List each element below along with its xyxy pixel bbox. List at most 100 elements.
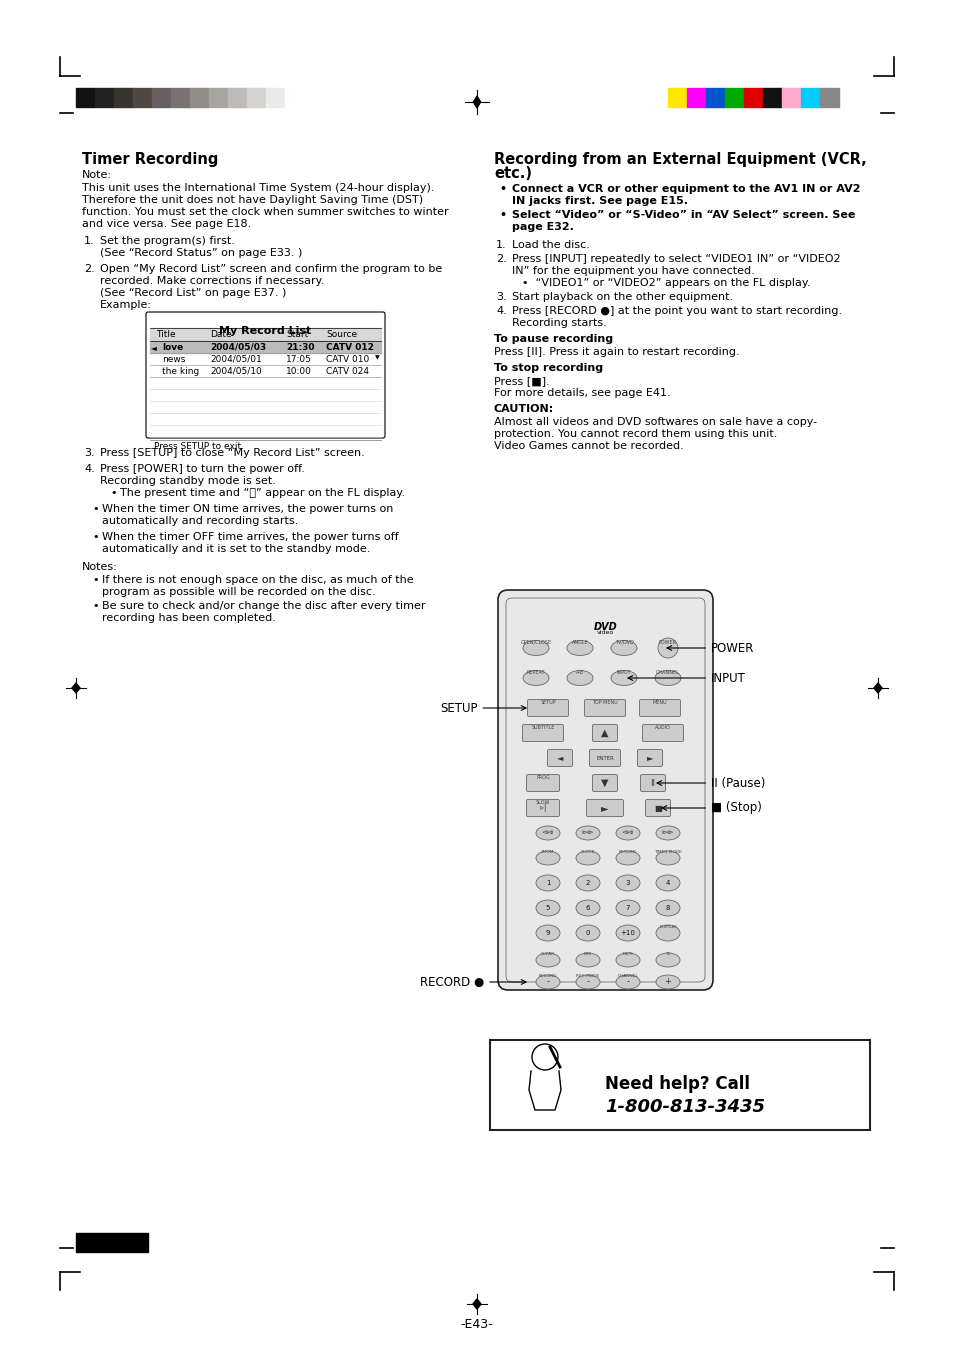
Bar: [150, 328, 380, 340]
Text: POWER: POWER: [659, 640, 677, 644]
Ellipse shape: [576, 851, 599, 865]
Ellipse shape: [656, 952, 679, 967]
Text: and vice versa. See page E18.: and vice versa. See page E18.: [82, 219, 251, 230]
Ellipse shape: [576, 825, 599, 840]
Text: •: •: [498, 184, 506, 195]
Text: Note:: Note:: [82, 170, 112, 180]
Text: REC MODE: REC MODE: [576, 974, 599, 978]
Bar: [247, 88, 266, 107]
Text: SLOW: SLOW: [536, 800, 550, 805]
Ellipse shape: [656, 875, 679, 892]
Text: 4.: 4.: [496, 305, 506, 316]
Text: Recording standby mode is set.: Recording standby mode is set.: [100, 476, 275, 486]
Text: RETURN: RETURN: [618, 850, 637, 854]
Ellipse shape: [656, 925, 679, 942]
FancyBboxPatch shape: [146, 312, 385, 438]
Ellipse shape: [536, 975, 559, 989]
Text: Title: Title: [156, 330, 175, 339]
FancyBboxPatch shape: [592, 774, 617, 792]
Text: ⧐⧐: ⧐⧐: [661, 831, 674, 835]
Text: Open “My Record List” screen and confirm the program to be: Open “My Record List” screen and confirm…: [100, 263, 442, 274]
Ellipse shape: [576, 925, 599, 942]
Text: DISPLAY: DISPLAY: [659, 925, 676, 929]
FancyBboxPatch shape: [641, 724, 682, 742]
Text: IN jacks first. See page E15.: IN jacks first. See page E15.: [512, 196, 687, 205]
Text: Start: Start: [286, 330, 308, 339]
Text: (See “Record Status” on page E33. ): (See “Record Status” on page E33. ): [100, 249, 302, 258]
Text: Recording from an External Equipment (VCR,: Recording from an External Equipment (VC…: [494, 153, 866, 168]
Text: 9: 9: [545, 929, 550, 936]
Text: ■: ■: [654, 804, 661, 812]
Text: news: news: [162, 355, 185, 363]
Text: ⧏⧏: ⧏⧏: [541, 831, 554, 835]
Bar: [132, 88, 152, 107]
Circle shape: [658, 638, 678, 658]
Bar: [724, 88, 743, 107]
FancyBboxPatch shape: [592, 724, 617, 742]
Text: Select “Video” or “S-Video” in “AV Select” screen. See: Select “Video” or “S-Video” in “AV Selec…: [512, 209, 855, 220]
Text: PROG: PROG: [536, 775, 549, 780]
Text: CAUTION:: CAUTION:: [494, 404, 554, 413]
Bar: [762, 88, 781, 107]
Text: ►: ►: [600, 802, 608, 813]
Text: ▹|: ▹|: [539, 804, 546, 812]
Text: RECORD ●: RECORD ●: [419, 975, 525, 989]
Text: When the timer ON time arrives, the power turns on: When the timer ON time arrives, the powe…: [102, 504, 393, 513]
Circle shape: [532, 1044, 558, 1070]
Ellipse shape: [576, 975, 599, 989]
Text: etc.): etc.): [494, 166, 532, 181]
Text: II: II: [650, 778, 655, 788]
Ellipse shape: [655, 670, 680, 685]
Text: -: -: [626, 978, 629, 986]
Text: CLOCK: CLOCK: [580, 850, 595, 854]
Ellipse shape: [536, 875, 559, 892]
Text: 2.: 2.: [496, 254, 506, 263]
Bar: [76, 1233, 148, 1252]
Text: ►: ►: [646, 754, 653, 762]
Text: REPEAT: REPEAT: [526, 670, 545, 676]
Text: •: •: [91, 576, 98, 585]
Text: 2.: 2.: [84, 263, 94, 274]
Text: 21:30: 21:30: [286, 343, 314, 353]
Text: Connect a VCR or other equipment to the AV1 IN or AV2: Connect a VCR or other equipment to the …: [512, 184, 860, 195]
Text: Example:: Example:: [100, 300, 152, 309]
Text: -E43-: -E43-: [460, 1319, 493, 1331]
Text: 1.: 1.: [496, 240, 506, 250]
Text: To pause recording: To pause recording: [494, 334, 613, 345]
Ellipse shape: [566, 640, 593, 655]
Text: ⧏⧏: ⧏⧏: [621, 831, 634, 835]
Text: ▼: ▼: [600, 778, 608, 788]
Text: CHANNEL: CHANNEL: [617, 974, 638, 978]
Text: Load the disc.: Load the disc.: [512, 240, 589, 250]
Text: DVD: DVD: [593, 621, 617, 632]
Text: CLEAR: CLEAR: [540, 952, 555, 957]
Text: This unit uses the International Time System (24-hour display).: This unit uses the International Time Sy…: [82, 182, 434, 193]
Text: video: video: [597, 630, 614, 635]
Text: Press [POWER] to turn the power off.: Press [POWER] to turn the power off.: [100, 463, 305, 474]
Ellipse shape: [576, 875, 599, 892]
Text: Almost all videos and DVD softwares on sale have a copy-: Almost all videos and DVD softwares on s…: [494, 417, 817, 427]
Ellipse shape: [656, 825, 679, 840]
Text: •  “VIDEO1” or “VIDEO2” appears on the FL display.: • “VIDEO1” or “VIDEO2” appears on the FL…: [521, 278, 810, 288]
Bar: [667, 88, 686, 107]
Bar: [686, 88, 705, 107]
Text: TV: TV: [664, 952, 670, 957]
Ellipse shape: [536, 952, 559, 967]
FancyBboxPatch shape: [639, 700, 679, 716]
Bar: [113, 88, 132, 107]
Bar: [190, 88, 209, 107]
FancyBboxPatch shape: [497, 590, 712, 990]
Text: 2004/05/10: 2004/05/10: [210, 367, 261, 376]
Text: A-B: A-B: [576, 670, 583, 676]
Text: Press [RECORD ●] at the point you want to start recording.: Press [RECORD ●] at the point you want t…: [512, 305, 841, 316]
Polygon shape: [473, 96, 480, 108]
Text: 1: 1: [545, 880, 550, 886]
Bar: [95, 88, 113, 107]
Text: automatically and it is set to the standby mode.: automatically and it is set to the stand…: [102, 544, 370, 554]
Text: TOP MENU: TOP MENU: [592, 700, 618, 705]
Text: 7: 7: [625, 905, 630, 911]
Ellipse shape: [522, 640, 548, 655]
Text: II (Pause): II (Pause): [657, 777, 764, 789]
Ellipse shape: [616, 900, 639, 916]
FancyBboxPatch shape: [526, 800, 558, 816]
